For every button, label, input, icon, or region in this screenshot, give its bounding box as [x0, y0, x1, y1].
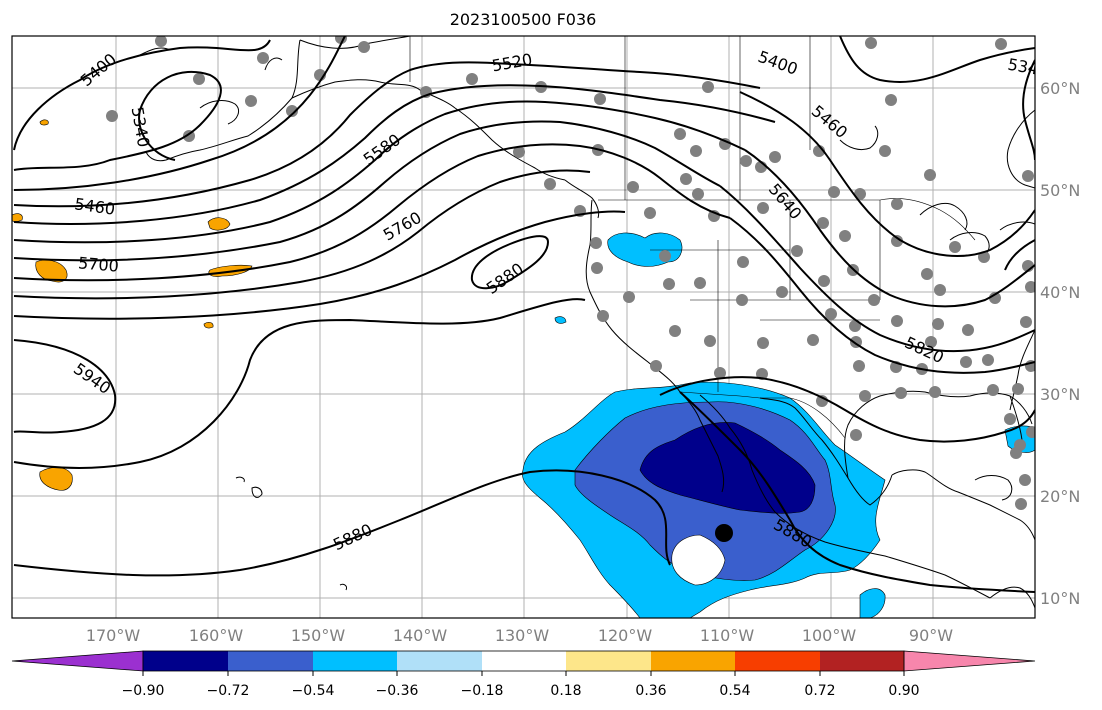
- map-panel: 5400 5340 5520 5400 5460 5580 5460 5700 …: [12, 36, 1035, 618]
- lon-label: 160°W: [189, 626, 244, 645]
- lon-label: 110°W: [700, 626, 755, 645]
- lat-label: 10°N: [1040, 589, 1080, 608]
- colorbar-bin: [566, 651, 651, 671]
- colorbar-extend-low: [11, 650, 144, 672]
- map-frame: [11, 35, 1036, 619]
- colorbar-bin: [143, 651, 228, 671]
- storm-center-marker: [715, 524, 733, 542]
- colorbar-bin: [820, 651, 904, 671]
- contour-label: 5700: [77, 253, 119, 275]
- colorbar-bin: [313, 651, 397, 671]
- lon-label: 130°W: [495, 626, 550, 645]
- height-contours: [13, 36, 1035, 593]
- colorbar-bin: [482, 651, 566, 671]
- colorbar-extend-high: [903, 650, 1036, 672]
- colorbar-ticks: [142, 671, 905, 676]
- colorbar-bin: [735, 651, 820, 671]
- colorbar: −0.90 −0.72 −0.54 −0.36 −0.18 0.18 0.36 …: [11, 650, 1036, 699]
- colorbar-tick-label: 0.54: [719, 683, 750, 699]
- colorbar-tick-label: −0.72: [207, 683, 250, 699]
- colorbar-bin: [651, 651, 735, 671]
- colorbar-tick-label: −0.18: [461, 683, 504, 699]
- colorbar-tick-label: −0.90: [122, 683, 165, 699]
- lat-label: 50°N: [1040, 181, 1080, 200]
- lat-labels: 60°N 50°N 40°N 30°N 20°N 10°N: [1040, 79, 1080, 608]
- colorbar-tick-label: 0.36: [635, 683, 666, 699]
- colorbar-tick-label: 0.72: [804, 683, 835, 699]
- anomaly-shading-negative: [522, 232, 1035, 618]
- anomaly-shading-positive: [12, 119, 253, 491]
- lon-label: 150°W: [291, 626, 346, 645]
- lon-label: 170°W: [86, 626, 141, 645]
- gridlines: [12, 36, 1035, 618]
- colorbar-bin: [397, 651, 482, 671]
- lat-label: 40°N: [1040, 283, 1080, 302]
- colorbar-bin: [228, 651, 313, 671]
- colorbar-tick-label: 0.90: [888, 683, 919, 699]
- lon-label: 90°W: [909, 626, 953, 645]
- lat-label: 20°N: [1040, 487, 1080, 506]
- map-title: 2023100500 F036: [450, 10, 597, 29]
- lon-label: 140°W: [393, 626, 448, 645]
- colorbar-frame: [142, 650, 905, 672]
- lat-label: 60°N: [1040, 79, 1080, 98]
- lon-label: 100°W: [802, 626, 857, 645]
- colorbar-tick-labels: −0.90 −0.72 −0.54 −0.36 −0.18 0.18 0.36 …: [122, 683, 920, 699]
- colorbar-tick-label: −0.36: [376, 683, 419, 699]
- lon-label: 120°W: [598, 626, 653, 645]
- colorbar-tick-label: 0.18: [550, 683, 581, 699]
- colorbar-tick-label: −0.54: [292, 683, 335, 699]
- lon-labels: 170°W 160°W 150°W 140°W 130°W 120°W 110°…: [86, 626, 953, 645]
- lat-label: 30°N: [1040, 385, 1080, 404]
